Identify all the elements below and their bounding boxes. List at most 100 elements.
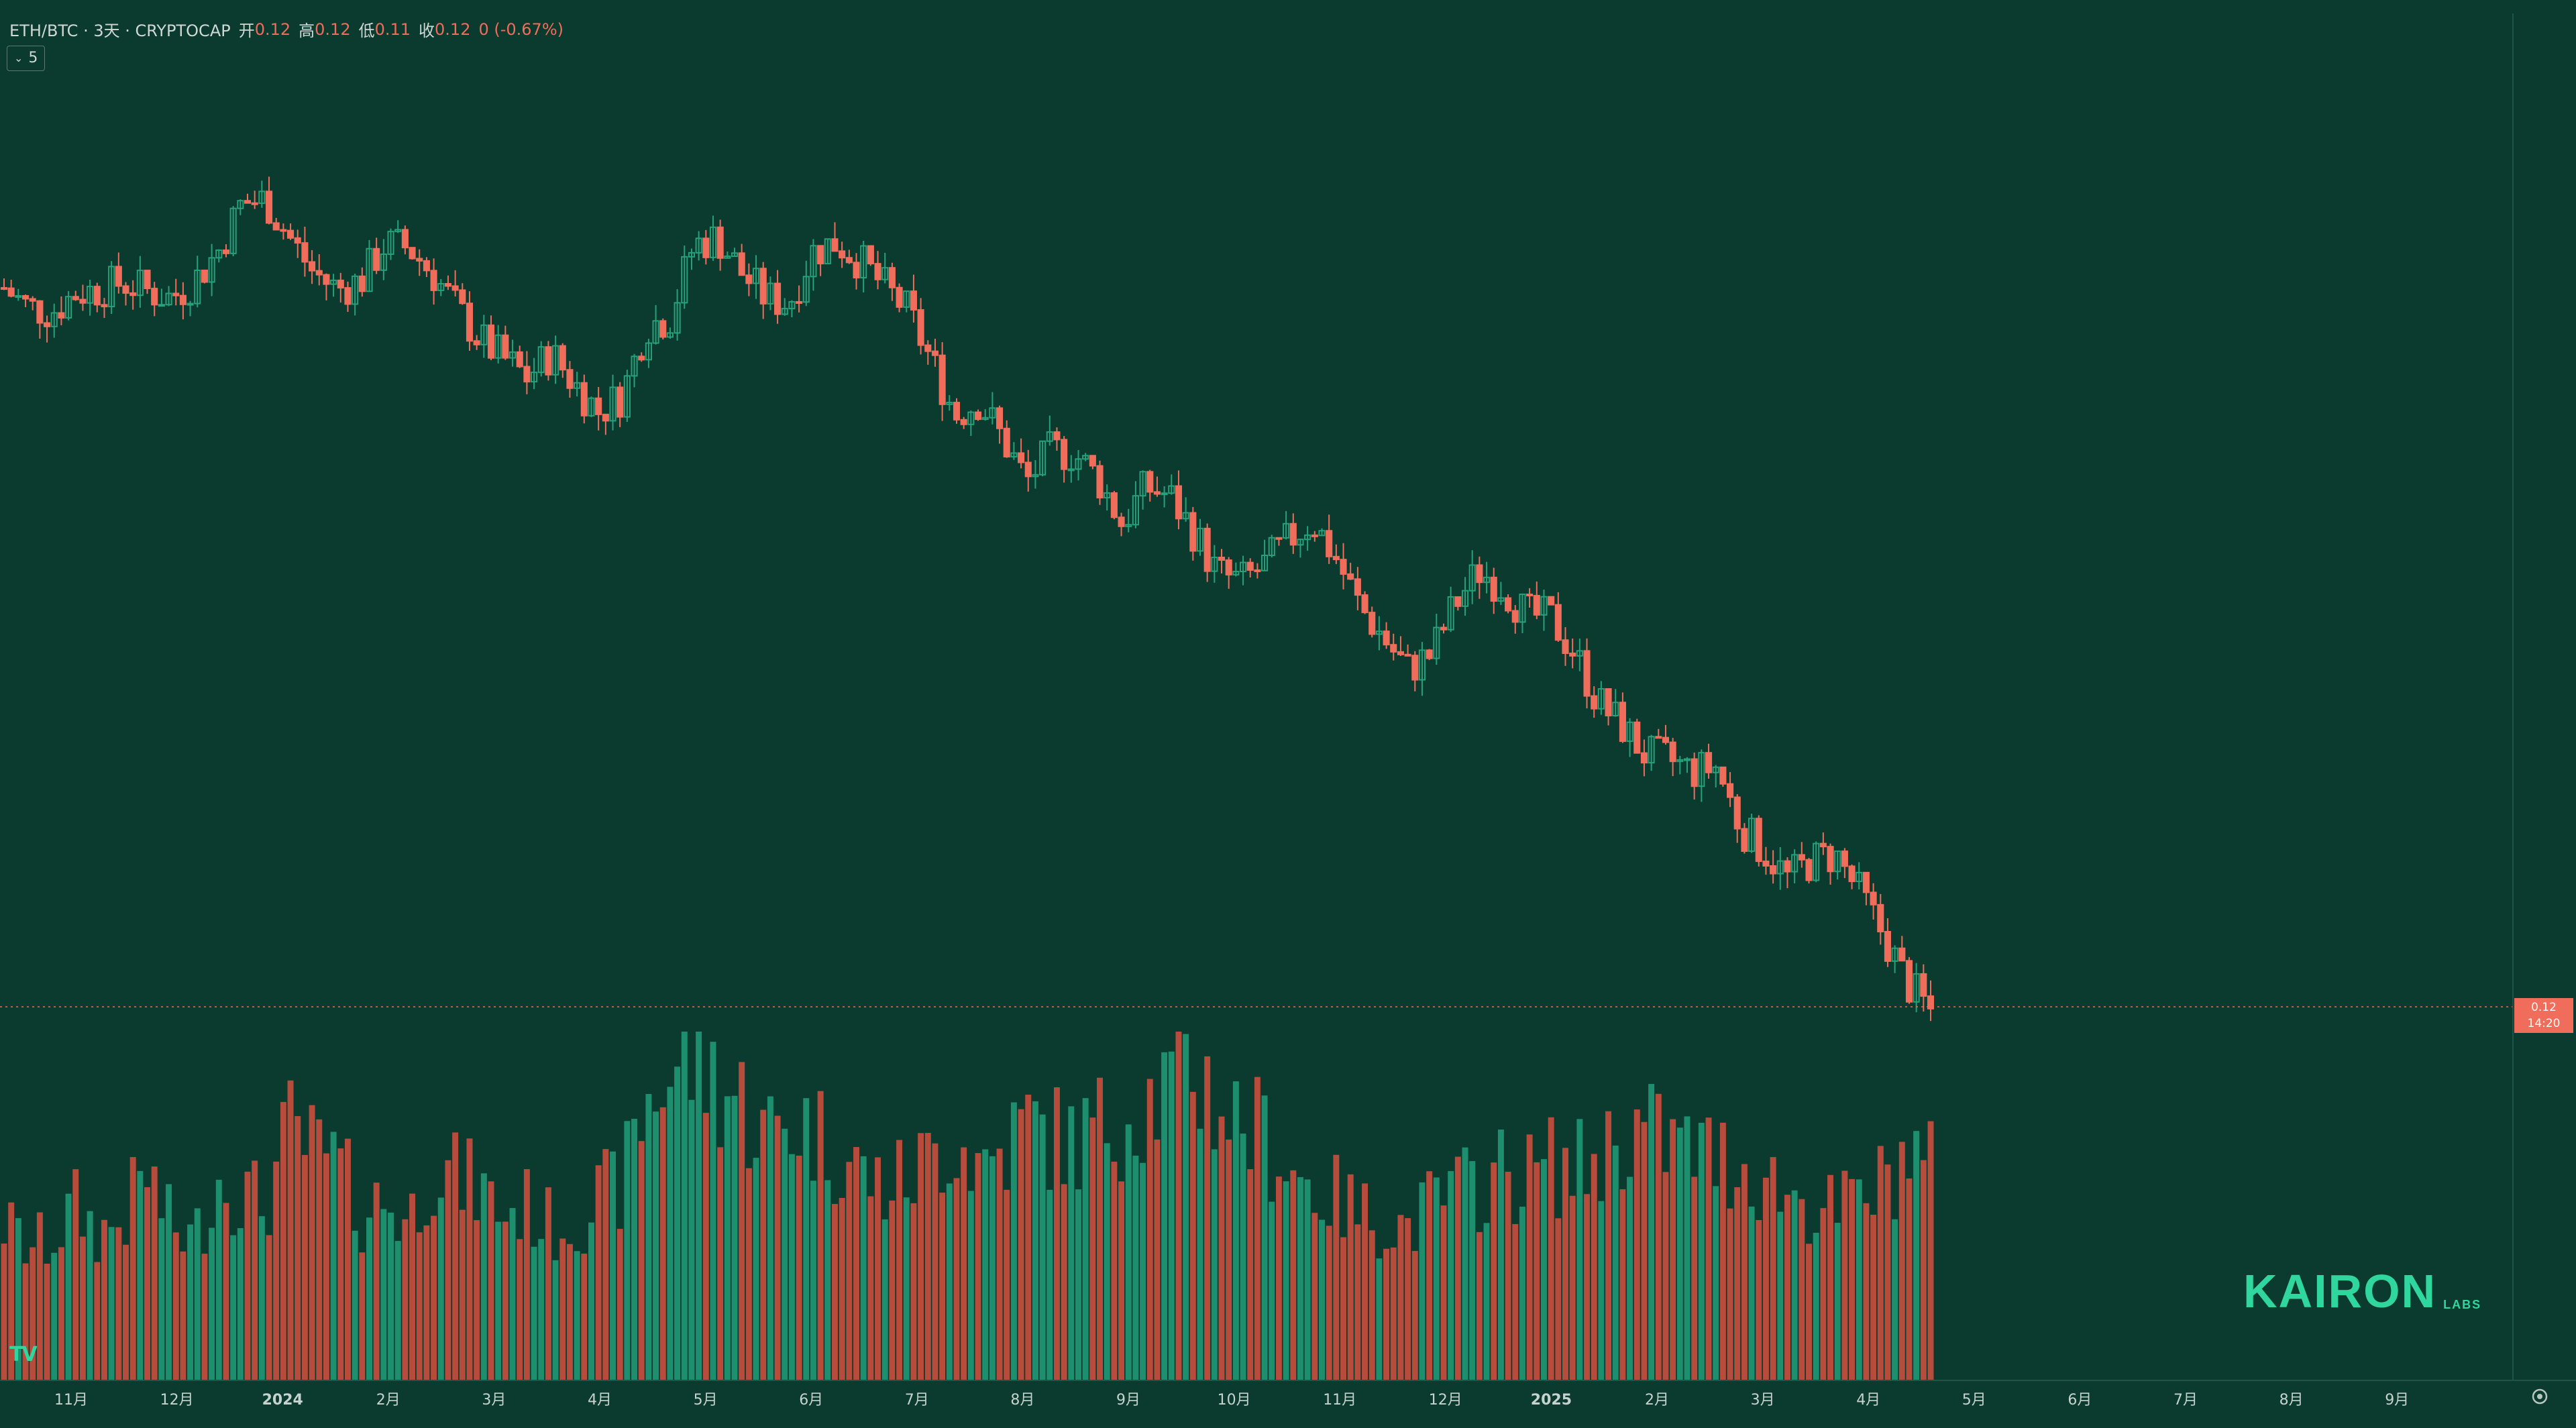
- volume-bar: [258, 1216, 265, 1380]
- volume-bar: [645, 1093, 652, 1380]
- volume-bar: [1469, 1161, 1476, 1380]
- candle-body: [1024, 461, 1032, 478]
- low-value: 0.11: [374, 19, 411, 39]
- volume-bar: [1297, 1176, 1303, 1380]
- high-value: 0.12: [315, 19, 351, 39]
- candle-body: [1125, 524, 1132, 527]
- candle-body: [1597, 688, 1605, 710]
- volume-bar: [394, 1241, 401, 1380]
- candle-body: [1039, 440, 1046, 476]
- candle-body: [631, 355, 638, 377]
- candle-body: [516, 351, 523, 368]
- volume-bar: [1362, 1183, 1368, 1380]
- volume-bar: [1727, 1208, 1733, 1380]
- volume-bar: [1820, 1208, 1827, 1380]
- time-axis-tick-label: 11月: [54, 1392, 88, 1409]
- candle-body: [1089, 455, 1096, 467]
- volume-bar: [659, 1107, 666, 1380]
- volume-bar: [1354, 1224, 1361, 1380]
- volume-bar: [1799, 1199, 1805, 1380]
- candle-body: [1920, 973, 1927, 997]
- volume-bar: [1827, 1174, 1834, 1380]
- volume-bar: [517, 1239, 523, 1380]
- candle-body: [1061, 439, 1068, 470]
- time-axis-tick-label: 11月: [1323, 1392, 1356, 1409]
- candle-body: [831, 238, 839, 252]
- candle-body: [1146, 471, 1154, 493]
- candle-body: [1096, 465, 1104, 499]
- candle-body: [1110, 492, 1118, 518]
- candle-body: [738, 252, 745, 276]
- candle-body: [709, 226, 717, 258]
- volume-bar: [144, 1187, 151, 1380]
- volume-bar: [1598, 1201, 1605, 1380]
- close-label: 收: [419, 21, 435, 40]
- volume-bar: [58, 1247, 64, 1380]
- volume-bar: [1397, 1215, 1404, 1380]
- volume-bar: [566, 1244, 573, 1380]
- candle-body: [1927, 995, 1935, 1009]
- volume-bar: [574, 1251, 580, 1380]
- candle-body: [896, 286, 903, 308]
- candle-body: [1554, 604, 1562, 641]
- volume-bar: [1491, 1162, 1497, 1380]
- volume-bar: [1125, 1124, 1132, 1380]
- volume-bar: [1756, 1220, 1762, 1380]
- volume-bar: [1569, 1195, 1576, 1380]
- volume-bar: [1540, 1159, 1547, 1380]
- time-axis-tick-label: 10月: [1218, 1392, 1251, 1409]
- candle-body: [989, 407, 996, 419]
- volume-bar: [946, 1183, 953, 1380]
- volume-bar: [1476, 1231, 1483, 1380]
- candle-body: [1161, 492, 1168, 496]
- volume-bar: [1913, 1131, 1920, 1380]
- volume-bar: [989, 1156, 996, 1380]
- volume-bar: [1161, 1052, 1168, 1380]
- candle-body: [494, 334, 502, 359]
- brand-sub: LABS: [2443, 1298, 2482, 1311]
- volume-bar: [437, 1197, 444, 1380]
- volume-bar: [151, 1166, 158, 1380]
- candle-body: [251, 202, 258, 205]
- volume-bar: [1534, 1162, 1540, 1380]
- candle-body: [796, 300, 803, 304]
- gear-icon[interactable]: [2530, 1387, 2549, 1406]
- volume-bar: [1168, 1051, 1175, 1380]
- candle-body: [1304, 534, 1311, 541]
- volume-bar: [1870, 1214, 1877, 1380]
- candle-body: [337, 279, 344, 289]
- volume-bar: [1784, 1195, 1790, 1380]
- volume-bar: [1240, 1134, 1246, 1380]
- volume-bar: [896, 1140, 903, 1380]
- candle-body: [1168, 485, 1175, 494]
- volume-bar: [1734, 1187, 1741, 1380]
- candle-body: [1533, 594, 1540, 616]
- indicators-collapse-button[interactable]: ⌄ 5: [7, 46, 46, 71]
- time-axis-tick-label: 8月: [2279, 1392, 2304, 1409]
- candle-body: [1246, 561, 1254, 571]
- volume-bar: [696, 1032, 702, 1380]
- time-axis-tick-label: 4月: [1856, 1392, 1880, 1409]
- candle-body: [215, 249, 223, 259]
- candle-body: [1225, 559, 1232, 575]
- candle-body: [1841, 850, 1848, 867]
- volume-bar: [87, 1211, 93, 1380]
- candle-body: [473, 340, 480, 345]
- volume-bar: [875, 1157, 881, 1380]
- candle-body: [58, 312, 65, 319]
- candle-body: [50, 312, 58, 327]
- volume-bar: [1591, 1154, 1597, 1380]
- volume-bar: [1104, 1143, 1110, 1380]
- volume-bar: [831, 1203, 838, 1380]
- candle-body: [888, 267, 896, 288]
- candle-body: [1003, 427, 1010, 457]
- symbol-label[interactable]: ETH/BTC · 3天 · CRYPTOCAP: [9, 21, 231, 40]
- volume-bar: [1247, 1169, 1254, 1380]
- volume-bar: [1505, 1171, 1511, 1380]
- volume-bar: [1175, 1032, 1182, 1380]
- tradingview-logo-icon[interactable]: TV: [9, 1343, 38, 1366]
- volume-bar: [1075, 1189, 1081, 1380]
- volume-bar: [1089, 1117, 1096, 1380]
- volume-bar: [244, 1171, 251, 1380]
